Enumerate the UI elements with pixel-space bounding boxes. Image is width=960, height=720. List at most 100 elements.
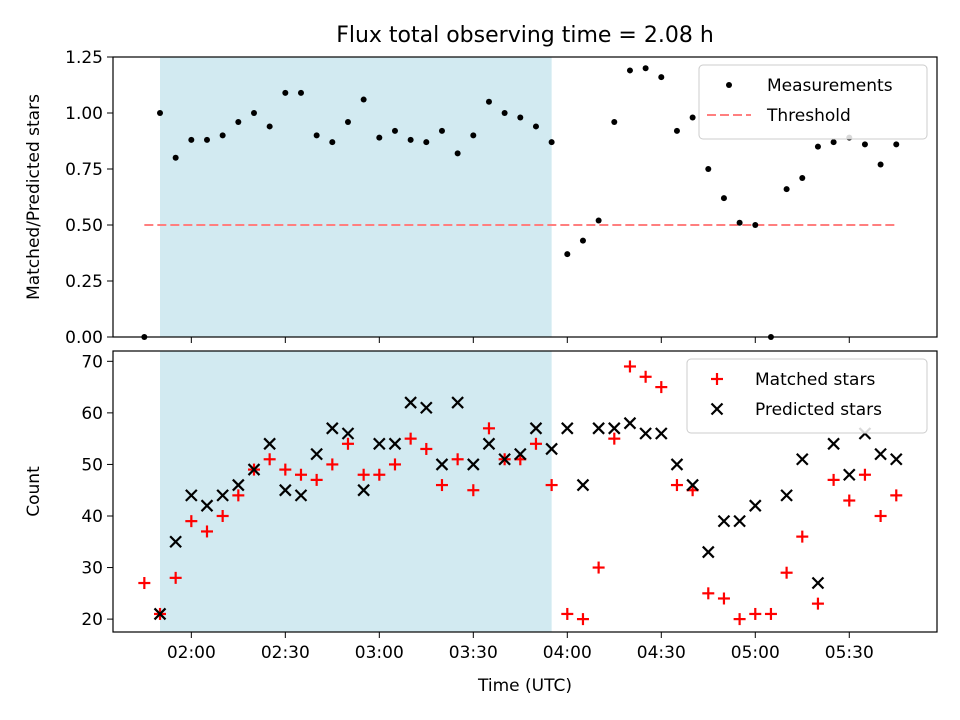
data-point	[266, 123, 273, 130]
data-point	[404, 432, 417, 445]
data-point	[310, 473, 323, 486]
data-point	[391, 127, 398, 134]
legend-marker	[711, 373, 723, 385]
data-point	[783, 186, 790, 193]
data-point	[482, 422, 495, 435]
data-point	[890, 489, 903, 502]
data-point	[626, 67, 633, 74]
data-point	[451, 453, 464, 466]
data-point	[373, 437, 386, 451]
data-point	[827, 473, 840, 486]
x-tick-label: 02:00	[167, 643, 216, 663]
data-point	[827, 437, 840, 451]
y-tick-label: 0.00	[65, 328, 103, 348]
data-point	[561, 422, 574, 435]
y-tick-label: 60	[81, 404, 103, 424]
y-tick-label: 40	[81, 507, 103, 527]
chart-title: Flux total observing time = 2.08 h	[336, 23, 714, 48]
data-point	[595, 217, 602, 224]
data-point	[485, 98, 492, 105]
data-point	[467, 458, 480, 471]
data-point	[156, 110, 163, 116]
data-point	[842, 468, 856, 482]
data-point	[423, 139, 430, 146]
data-point	[639, 427, 652, 440]
data-point	[874, 447, 887, 461]
y-tick-label: 20	[81, 610, 103, 630]
data-point	[705, 166, 712, 172]
data-point	[341, 437, 354, 450]
data-point	[263, 453, 276, 466]
data-point	[435, 458, 449, 471]
data-point	[203, 136, 210, 143]
data-point	[673, 127, 680, 134]
data-point	[454, 150, 461, 157]
legend-marker	[710, 402, 724, 416]
data-point	[169, 571, 182, 584]
legend-marker	[726, 82, 732, 88]
legend-box	[686, 358, 928, 434]
data-point	[702, 587, 715, 600]
data-point	[877, 161, 884, 168]
data-point	[313, 132, 320, 139]
data-point	[232, 489, 245, 502]
data-point	[216, 489, 229, 502]
data-point	[517, 114, 524, 121]
series-predicted-stars	[153, 396, 903, 621]
data-point	[169, 535, 182, 549]
data-point	[438, 127, 445, 134]
data-point	[670, 479, 683, 492]
data-point	[529, 437, 542, 450]
data-point	[467, 484, 480, 497]
data-point	[373, 468, 386, 481]
ratio-panel: 0.00 0.25 0.50 0.75 1.00 1.25 Matched/Predicte…	[24, 48, 938, 348]
data-point	[470, 132, 477, 139]
data-point	[188, 136, 195, 143]
data-point	[294, 468, 307, 481]
legend-label: Predicted stars	[755, 400, 882, 420]
x-tick-label: 05:00	[731, 643, 780, 663]
data-point	[796, 530, 809, 543]
plot-frame	[112, 350, 938, 633]
data-point	[357, 468, 370, 481]
data-point	[561, 607, 574, 620]
data-point	[141, 334, 148, 340]
data-point	[733, 613, 746, 626]
legend-box	[698, 64, 928, 140]
data-point	[564, 251, 571, 258]
y-axis-label: Count	[24, 466, 44, 517]
data-point	[749, 499, 762, 512]
data-point	[279, 483, 292, 497]
data-point	[733, 514, 746, 528]
y-tick-label: 50	[81, 455, 103, 475]
data-point	[623, 360, 636, 373]
data-point	[420, 442, 433, 455]
legend-label: Matched stars	[755, 370, 875, 390]
data-point	[435, 479, 448, 492]
data-point	[843, 494, 856, 507]
data-point	[639, 370, 652, 383]
data-point	[200, 499, 214, 512]
data-point	[658, 74, 665, 81]
data-point	[344, 118, 351, 125]
data-point	[608, 422, 621, 435]
data-point	[689, 114, 696, 121]
legend: Matched stars Predicted stars	[686, 358, 928, 434]
data-point	[341, 427, 355, 440]
x-tick-label: 05:30	[825, 643, 874, 663]
data-point	[250, 110, 257, 116]
x-axis-label: Time (UTC)	[477, 676, 572, 696]
legend-label: Measurements	[767, 76, 893, 96]
data-point	[297, 89, 304, 96]
data-point	[780, 566, 793, 579]
data-point	[720, 195, 727, 202]
data-point	[795, 452, 809, 466]
data-point	[529, 422, 543, 435]
data-point	[376, 134, 383, 141]
data-point	[153, 607, 167, 621]
data-point	[200, 525, 213, 538]
data-point	[874, 509, 887, 522]
data-point	[407, 136, 414, 143]
data-point	[814, 143, 821, 150]
data-point	[219, 132, 226, 139]
